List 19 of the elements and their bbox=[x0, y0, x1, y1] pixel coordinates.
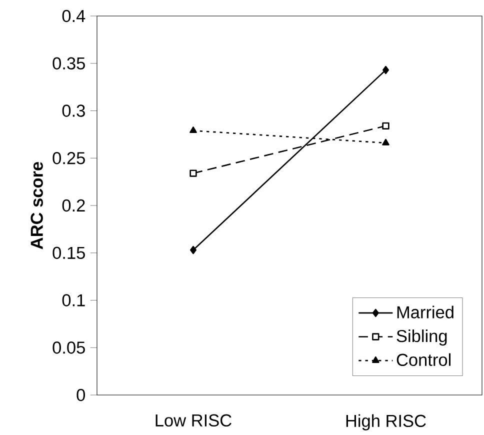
point bbox=[190, 246, 197, 254]
x-tick-label: Low RISC bbox=[156, 414, 232, 427]
y-tick-label: 0.4 bbox=[62, 10, 86, 22]
point bbox=[190, 170, 197, 177]
y-tick-label: 0.35 bbox=[52, 57, 85, 70]
y-tick-label: 0.3 bbox=[62, 104, 85, 117]
point bbox=[382, 66, 390, 74]
y-tick-label: 0.05 bbox=[52, 342, 85, 354]
point bbox=[382, 122, 390, 130]
y-axis-title: ARC score bbox=[30, 162, 43, 250]
y-tick-label: 0 bbox=[76, 388, 85, 402]
legend-label: Sibling bbox=[396, 329, 447, 346]
y-tick-label: 0.2 bbox=[62, 199, 85, 212]
legend-label: Married bbox=[397, 306, 454, 318]
legend-label: Control bbox=[396, 353, 450, 366]
y-tick-label: 0.1 bbox=[62, 294, 85, 306]
x-tick-label: High RISC bbox=[346, 414, 426, 430]
y-tick-label: 0.25 bbox=[52, 152, 85, 164]
y-tick-label: 0.15 bbox=[52, 246, 85, 259]
